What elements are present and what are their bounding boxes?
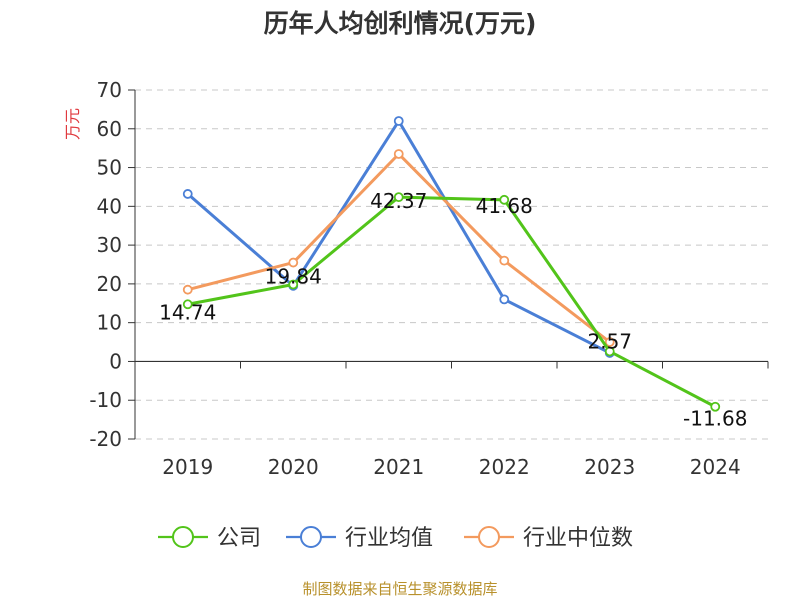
data-point bbox=[710, 401, 721, 412]
grid-lines bbox=[135, 89, 768, 440]
series-0 bbox=[182, 192, 721, 412]
data-point bbox=[499, 194, 510, 205]
axes: -20 -10 0 10 20 30 40 50 60 70 2019 2020 2021 2022 202… bbox=[89, 78, 769, 479]
y-tick-label: -10 bbox=[89, 388, 122, 412]
data-label: 14.74 bbox=[159, 300, 216, 324]
x-tick-label: 2023 bbox=[584, 455, 635, 479]
y-tick-label: 20 bbox=[97, 272, 122, 296]
legend-marker bbox=[172, 526, 194, 548]
series-line bbox=[187, 195, 716, 409]
data-label: -11.68 bbox=[683, 407, 747, 431]
data-point bbox=[393, 149, 404, 159]
legend-item: 行业均值 bbox=[286, 526, 433, 551]
data-point bbox=[393, 192, 404, 203]
legend-marker bbox=[300, 526, 322, 548]
chart-title: 历年人均创利情况(万元) bbox=[263, 9, 537, 38]
data-labels: 14.74 19.84 42.37 41.68 2.57 -11.68 bbox=[159, 189, 747, 431]
data-point bbox=[288, 279, 299, 290]
series-group bbox=[182, 116, 721, 412]
legend-item: 公司 bbox=[158, 526, 261, 551]
x-tick-label: 2020 bbox=[268, 455, 319, 479]
data-label: 41.68 bbox=[476, 194, 533, 218]
data-label: 42.37 bbox=[370, 189, 427, 213]
data-source: 制图数据来自恒生聚源数据库 bbox=[302, 580, 498, 598]
data-point bbox=[604, 346, 615, 357]
data-point bbox=[288, 257, 299, 268]
data-point bbox=[182, 299, 193, 310]
y-tick-label: 50 bbox=[97, 156, 122, 180]
data-point bbox=[499, 294, 510, 305]
legend-label: 公司 bbox=[217, 526, 261, 551]
series-2 bbox=[182, 149, 615, 347]
data-point bbox=[499, 255, 510, 266]
y-tick-label: 70 bbox=[97, 78, 122, 102]
y-tick-label: 60 bbox=[97, 117, 122, 141]
legend-label: 行业均值 bbox=[345, 526, 433, 551]
x-tick-label: 2019 bbox=[162, 455, 213, 479]
y-tick-label: 0 bbox=[109, 349, 122, 373]
x-tick-label: 2021 bbox=[373, 455, 424, 479]
legend-item: 行业中位数 bbox=[464, 526, 633, 551]
y-tick-label: -20 bbox=[89, 427, 122, 451]
y-tick-label: 30 bbox=[97, 233, 122, 257]
data-point bbox=[182, 189, 193, 199]
data-point bbox=[182, 284, 193, 295]
data-label: 2.57 bbox=[587, 329, 632, 353]
y-tick-label: 40 bbox=[97, 194, 122, 218]
y-tick-label: 10 bbox=[97, 311, 122, 335]
legend: 公司 行业均值 行业中位数 bbox=[158, 526, 633, 551]
data-point bbox=[604, 337, 615, 347]
data-point bbox=[393, 116, 404, 126]
data-label: 19.84 bbox=[265, 265, 322, 289]
legend-marker bbox=[478, 526, 500, 548]
x-tick-label: 2024 bbox=[690, 455, 741, 479]
legend-label: 行业中位数 bbox=[523, 526, 633, 551]
x-tick-label: 2022 bbox=[479, 455, 530, 479]
y-axis-label: 万元 bbox=[63, 108, 82, 140]
